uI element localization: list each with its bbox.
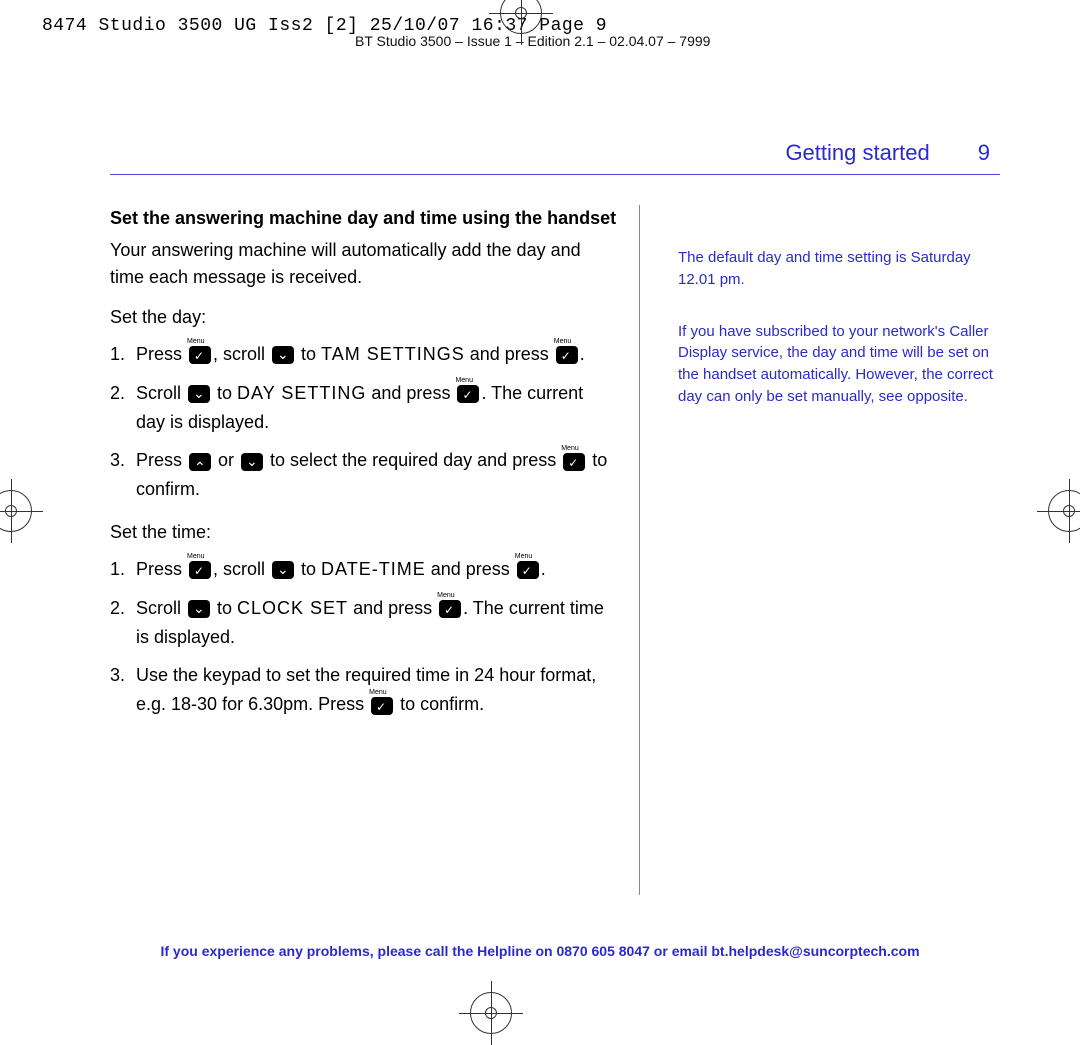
time-step-1: Press , scroll to DATE-TIME and press . bbox=[110, 555, 617, 584]
text-fragment: , scroll bbox=[213, 559, 270, 579]
text-fragment: Press bbox=[136, 559, 187, 579]
menu-name: TAM SETTINGS bbox=[321, 344, 465, 364]
text-fragment: and press bbox=[366, 383, 455, 403]
menu-ok-icon bbox=[189, 561, 211, 579]
scroll-down-icon bbox=[241, 453, 263, 471]
scroll-down-icon bbox=[188, 385, 210, 403]
text-fragment: Use the keypad to set the required time … bbox=[136, 665, 596, 714]
text-fragment: Scroll bbox=[136, 383, 186, 403]
text-fragment: to bbox=[212, 598, 237, 618]
sidebar-note-1: The default day and time setting is Satu… bbox=[678, 247, 1000, 291]
page-number: 9 bbox=[978, 140, 990, 166]
time-steps-list: Press , scroll to DATE-TIME and press . … bbox=[110, 555, 617, 719]
registration-mark-icon bbox=[1048, 490, 1080, 532]
subheading: Set the answering machine day and time u… bbox=[110, 205, 617, 231]
time-step-3: Use the keypad to set the required time … bbox=[110, 661, 617, 719]
section-header-row: Getting started 9 bbox=[110, 140, 1000, 166]
text-fragment: to bbox=[296, 559, 321, 579]
text-fragment: Scroll bbox=[136, 598, 186, 618]
text-fragment: to select the required day and press bbox=[265, 450, 561, 470]
day-step-1: Press , scroll to TAM SETTINGS and press… bbox=[110, 340, 617, 369]
text-fragment: , scroll bbox=[213, 344, 270, 364]
day-step-2: Scroll to DAY SETTING and press . The cu… bbox=[110, 379, 617, 437]
menu-name: DATE-TIME bbox=[321, 559, 426, 579]
two-column-layout: Set the answering machine day and time u… bbox=[110, 205, 1000, 895]
time-step-2: Scroll to CLOCK SET and press . The curr… bbox=[110, 594, 617, 652]
text-fragment: to bbox=[296, 344, 321, 364]
text-fragment: to bbox=[212, 383, 237, 403]
section-title: Getting started bbox=[785, 140, 929, 166]
sidebar-note-2: If you have subscribed to your network's… bbox=[678, 321, 1000, 408]
text-fragment: and press bbox=[348, 598, 437, 618]
scroll-up-icon bbox=[189, 453, 211, 471]
registration-mark-icon bbox=[0, 490, 32, 532]
menu-ok-icon bbox=[439, 600, 461, 618]
menu-ok-icon bbox=[457, 385, 479, 403]
main-column: Set the answering machine day and time u… bbox=[110, 205, 640, 895]
menu-ok-icon bbox=[371, 697, 393, 715]
doc-header-line2: BT Studio 3500 – Issue 1 – Edition 2.1 –… bbox=[355, 33, 710, 49]
text-fragment: Press bbox=[136, 450, 187, 470]
set-time-label: Set the time: bbox=[110, 522, 617, 543]
page-body: Getting started 9 Set the answering mach… bbox=[110, 140, 1000, 895]
menu-ok-icon bbox=[563, 453, 585, 471]
page-footer: If you experience any problems, please c… bbox=[0, 943, 1080, 959]
menu-name: DAY SETTING bbox=[237, 383, 366, 403]
day-steps-list: Press , scroll to TAM SETTINGS and press… bbox=[110, 340, 617, 504]
intro-paragraph: Your answering machine will automaticall… bbox=[110, 237, 617, 291]
text-fragment: Press bbox=[136, 344, 187, 364]
menu-ok-icon bbox=[556, 346, 578, 364]
day-step-3: Press or to select the required day and … bbox=[110, 446, 617, 504]
scroll-down-icon bbox=[188, 600, 210, 618]
menu-name: CLOCK SET bbox=[237, 598, 348, 618]
text-fragment: or bbox=[213, 450, 239, 470]
text-fragment: to confirm. bbox=[395, 694, 484, 714]
menu-ok-icon bbox=[517, 561, 539, 579]
menu-ok-icon bbox=[189, 346, 211, 364]
text-fragment: and press bbox=[465, 344, 554, 364]
text-fragment: . bbox=[580, 344, 585, 364]
text-fragment: . bbox=[541, 559, 546, 579]
text-fragment: and press bbox=[426, 559, 515, 579]
scroll-down-icon bbox=[272, 561, 294, 579]
scroll-down-icon bbox=[272, 346, 294, 364]
set-day-label: Set the day: bbox=[110, 307, 617, 328]
section-divider bbox=[110, 174, 1000, 175]
sidebar-column: The default day and time setting is Satu… bbox=[678, 205, 1000, 895]
registration-mark-icon bbox=[470, 992, 512, 1034]
